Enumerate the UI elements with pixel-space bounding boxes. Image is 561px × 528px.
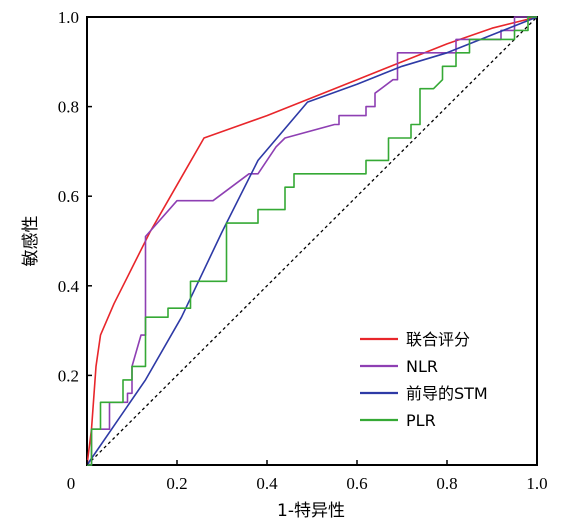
- plot-frame: [86, 16, 538, 466]
- y-tick-label: 0.2: [58, 366, 79, 385]
- plot-area: [86, 16, 538, 466]
- legend: 联合评分 NLR 前导的STM PLR: [360, 330, 488, 430]
- x-tick-label: 0.2: [166, 474, 187, 493]
- y-tick-label: 0.6: [58, 187, 79, 206]
- y-tick-label: 1.0: [58, 8, 79, 27]
- y-tick-label: 0.8: [58, 98, 79, 117]
- axes: [86, 16, 538, 465]
- x-tick-label: 0.4: [256, 474, 278, 493]
- x-tick-label: 1.0: [526, 474, 547, 493]
- series-line-2: [86, 16, 538, 466]
- x-axis-title: 1-特异性: [277, 501, 345, 521]
- legend-label-1: NLR: [406, 357, 438, 376]
- tick-labels: 0 0.2 0.4 0.6 0.8 1.0 0.2 0.4 0.6 0.8 1.0: [58, 8, 548, 493]
- reference-diagonal: [86, 16, 538, 466]
- legend-label-3: PLR: [406, 411, 436, 430]
- x-tick-label: 0.6: [346, 474, 367, 493]
- reference-line: [86, 16, 538, 466]
- x-tick-label: 0: [67, 474, 76, 493]
- series-group: [86, 16, 538, 466]
- x-tick-label: 0.8: [436, 474, 457, 493]
- legend-label-0: 联合评分: [406, 330, 470, 349]
- y-tick-label: 0.4: [58, 277, 80, 296]
- series-line-1: [87, 16, 537, 466]
- y-axis-title: 敏感性: [21, 216, 41, 267]
- legend-label-2: 前导的STM: [406, 384, 488, 403]
- series-line-3: [87, 16, 537, 466]
